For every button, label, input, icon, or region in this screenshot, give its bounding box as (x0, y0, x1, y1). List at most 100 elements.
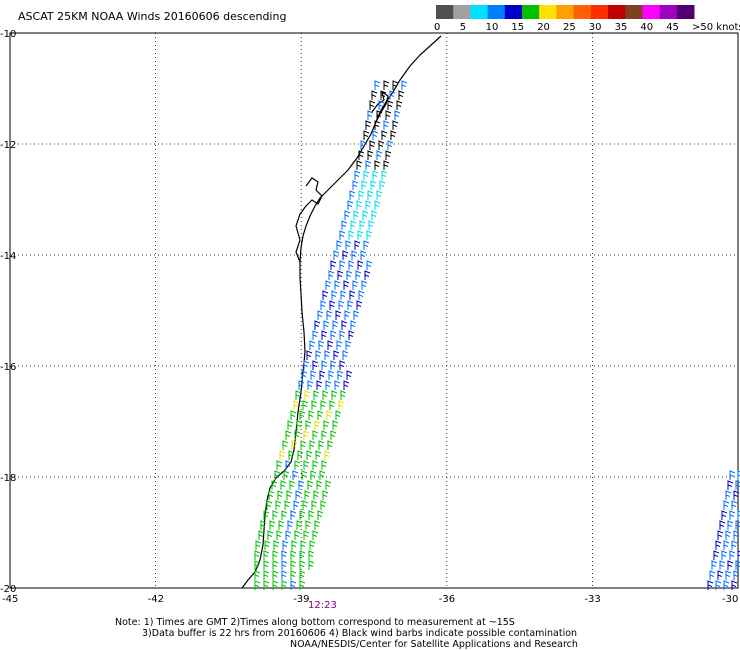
wind-barb (338, 300, 345, 310)
wind-barb (374, 120, 381, 130)
wind-barb (358, 290, 365, 300)
wind-barb (333, 250, 340, 260)
wind-barb (374, 200, 381, 210)
wind-barb (334, 280, 341, 290)
wind-barb (294, 460, 301, 470)
wind-barb (290, 510, 297, 520)
wind-barb (361, 280, 368, 290)
wind-barb (317, 310, 324, 320)
note-line-2: 3)Data buffer is 22 hrs from 20160606 4)… (142, 628, 577, 639)
wind-barb (350, 320, 357, 330)
wind-barb (344, 210, 351, 220)
wind-barb (356, 200, 363, 210)
wind-barb (316, 380, 323, 390)
wind-barb (366, 260, 373, 270)
wind-barb (328, 270, 335, 280)
wind-barb (254, 560, 261, 570)
wind-barb (735, 480, 740, 490)
colorbar-segment (436, 5, 454, 19)
wind-barb (290, 550, 297, 560)
wind-barb (326, 310, 333, 320)
wind-barb (367, 190, 374, 200)
wind-barb (324, 350, 331, 360)
wind-barb (320, 500, 327, 510)
wind-barb (357, 260, 364, 270)
wind-barb (332, 420, 339, 430)
colorbar-label: 40 (640, 22, 653, 33)
wind-barb (351, 250, 358, 260)
wind-barb (345, 340, 352, 350)
wind-barb (272, 510, 279, 520)
wind-barb (268, 490, 275, 500)
wind-barb (264, 540, 271, 550)
wind-barb (308, 550, 315, 560)
wind-barb (300, 540, 307, 550)
wind-barb (370, 180, 377, 190)
wind-barb (348, 330, 355, 340)
wind-barb (344, 310, 351, 320)
colorbar-segment (625, 5, 643, 19)
wind-barb (352, 280, 359, 290)
wind-barb (282, 540, 289, 550)
wind-barb (362, 210, 369, 220)
wind-barb (303, 530, 310, 540)
wind-barb (737, 550, 740, 560)
wind-barb (281, 580, 288, 590)
wind-barb (322, 390, 329, 400)
wind-barb (274, 470, 281, 480)
coastline-bay (295, 177, 323, 263)
wind-barb (293, 400, 300, 410)
wind-barb (312, 430, 319, 440)
wind-barb (294, 430, 301, 440)
wind-barb (312, 530, 319, 540)
wind-barb (258, 530, 265, 540)
wind-barb (301, 370, 308, 380)
colorbar-segment (504, 5, 523, 19)
wind-barb (374, 80, 381, 90)
wind-barb (336, 240, 343, 250)
wind-barb (346, 270, 353, 280)
wind-barb (263, 550, 270, 560)
wind-barb (359, 220, 366, 230)
wind-barb (296, 420, 303, 430)
wind-barb (312, 460, 319, 470)
wind-barb (314, 320, 321, 330)
y-tick-label: -20 (0, 584, 16, 595)
wind-barb (269, 520, 276, 530)
wind-barb (290, 570, 297, 580)
wind-barb (281, 550, 288, 560)
x-tick-label: -36 (439, 594, 455, 605)
wind-barb (335, 310, 342, 320)
wind-barb (334, 380, 341, 390)
wind-barb (321, 360, 328, 370)
wind-barb (303, 360, 310, 370)
colorbar-label: 35 (615, 22, 628, 33)
wind-barb (320, 400, 327, 410)
wind-barb (376, 110, 383, 120)
y-tick-label: -16 (0, 362, 16, 373)
wind-barb (311, 400, 318, 410)
wind-barb (295, 390, 302, 400)
wind-barb (369, 140, 376, 150)
wind-barb (354, 240, 361, 250)
wind-barb (327, 340, 334, 350)
wind-barb (385, 150, 392, 160)
wind-barb (309, 540, 316, 550)
wind-barb (293, 500, 300, 510)
wind-barb (729, 550, 736, 560)
wind-barb (390, 130, 397, 140)
wind-barb (737, 470, 740, 480)
wind-barb (337, 370, 344, 380)
wind-barb (297, 450, 304, 460)
wind-barb (723, 580, 730, 590)
wind-barb (315, 350, 322, 360)
wind-barb (366, 230, 373, 240)
wind-barb (285, 430, 292, 440)
y-tick-label: -14 (0, 251, 16, 262)
colorbar-segment (487, 5, 506, 19)
wind-barb (322, 290, 329, 300)
wind-barb (314, 420, 321, 430)
wind-barb (392, 80, 399, 90)
wind-barb (376, 150, 383, 160)
wind-barb (305, 520, 312, 530)
